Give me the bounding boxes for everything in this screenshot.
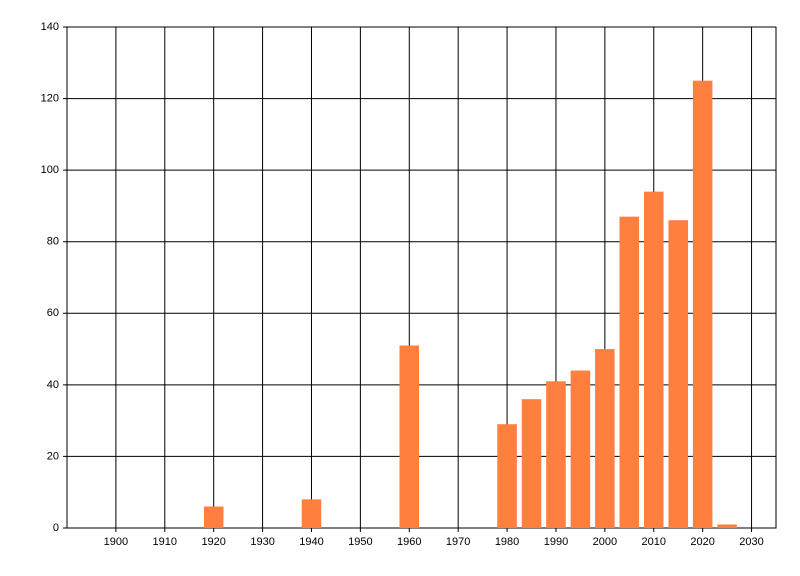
y-tick-label: 40 xyxy=(47,379,59,391)
x-tick-label: 1980 xyxy=(495,536,519,548)
y-tick-label: 60 xyxy=(47,307,59,319)
bar xyxy=(643,191,664,528)
bar xyxy=(521,399,542,528)
bar xyxy=(301,499,322,528)
x-tick-label: 1950 xyxy=(348,536,372,548)
x-tick-label: 1940 xyxy=(299,536,323,548)
x-tick-label: 1900 xyxy=(104,536,128,548)
bar xyxy=(692,80,713,528)
bar xyxy=(497,424,517,528)
y-tick-label: 120 xyxy=(41,92,59,104)
y-tick-label: 80 xyxy=(47,236,59,248)
bar xyxy=(595,349,615,528)
x-tick-label: 2020 xyxy=(690,536,714,548)
x-tick-label: 1990 xyxy=(544,536,568,548)
x-tick-label: 1970 xyxy=(446,536,470,548)
x-tick-label: 1910 xyxy=(153,536,177,548)
x-tick-label: 1930 xyxy=(250,536,274,548)
bar xyxy=(619,216,640,528)
bar xyxy=(668,220,688,528)
x-tick-label: 2000 xyxy=(593,536,617,548)
y-tick-label: 140 xyxy=(41,21,59,33)
bar xyxy=(546,381,566,528)
y-tick-label: 100 xyxy=(41,164,59,176)
x-tick-label: 2030 xyxy=(739,536,763,548)
y-tick-label: 0 xyxy=(53,522,59,534)
bar xyxy=(399,345,420,528)
x-tick-label: 1960 xyxy=(397,536,421,548)
x-tick-label: 1920 xyxy=(201,536,225,548)
bar xyxy=(203,506,224,528)
bar xyxy=(717,524,737,528)
x-tick-label: 2010 xyxy=(642,536,666,548)
bar xyxy=(570,370,591,528)
y-tick-label: 20 xyxy=(47,450,59,462)
